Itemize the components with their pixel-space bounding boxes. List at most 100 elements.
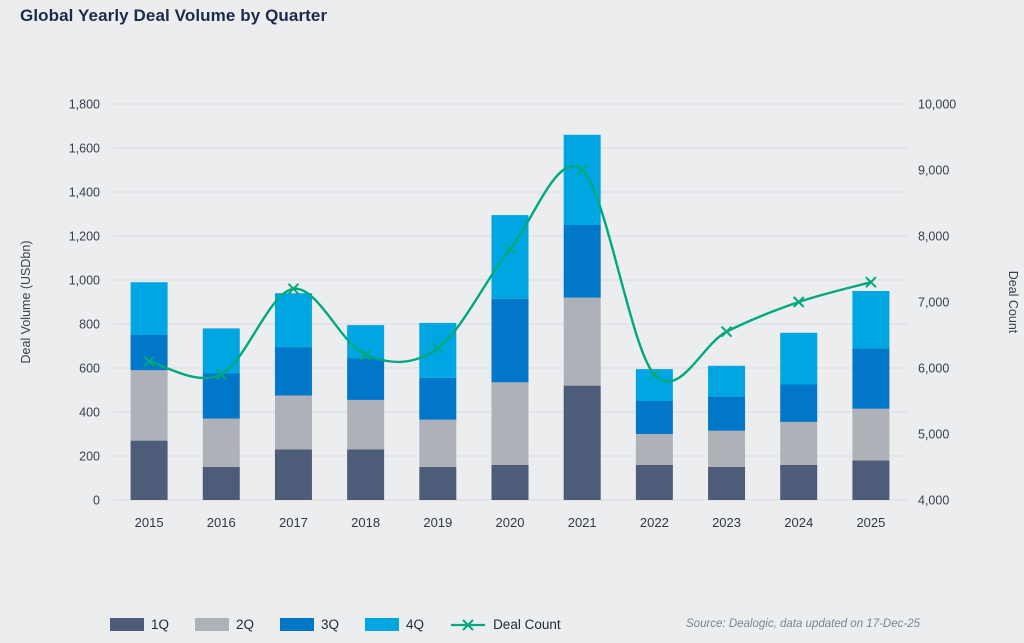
x-axis-year-label: 2021 bbox=[568, 515, 597, 530]
legend-label: 4Q bbox=[406, 617, 425, 632]
right-axis-title: Deal Count bbox=[1006, 271, 1020, 334]
bar-segment-2015-4q bbox=[130, 282, 168, 335]
right-axis-tick-label: 4,000 bbox=[918, 494, 949, 508]
left-axis-tick-label: 1,000 bbox=[69, 274, 100, 288]
bar-segment-2021-4q bbox=[563, 134, 601, 225]
bar-segment-2015-1q bbox=[130, 440, 168, 500]
left-axis-title: Deal Volume (USDbn) bbox=[19, 241, 33, 364]
x-axis-year-label: 2023 bbox=[712, 515, 741, 530]
bar-segment-2025-2q bbox=[852, 408, 890, 461]
bar-segment-2017-3q bbox=[274, 347, 312, 396]
left-axis-tick-label: 1,600 bbox=[69, 142, 100, 156]
bar-segment-2019-4q bbox=[419, 322, 457, 378]
x-axis-year-label: 2016 bbox=[207, 515, 236, 530]
bar-segment-2020-1q bbox=[491, 464, 529, 500]
legend-line-marker-icon bbox=[451, 618, 486, 631]
bar-segment-2024-1q bbox=[780, 464, 818, 500]
deal-count-marker-2024 bbox=[793, 296, 805, 308]
legend-swatch-3q bbox=[280, 618, 315, 631]
bar-segment-2015-2q bbox=[130, 370, 168, 441]
deal-count-marker-2020 bbox=[504, 243, 516, 255]
bar-segment-2017-4q bbox=[274, 293, 312, 348]
legend-label: Deal Count bbox=[493, 617, 561, 632]
legend-label: 3Q bbox=[321, 617, 340, 632]
right-axis-tick-label: 7,000 bbox=[918, 296, 949, 310]
legend-label: 2Q bbox=[236, 617, 255, 632]
deal-count-marker-2018 bbox=[359, 349, 372, 361]
x-axis-year-label: 2018 bbox=[351, 515, 380, 530]
deal-count-marker-2016 bbox=[215, 368, 227, 381]
legend-item-1q: 1Q bbox=[110, 617, 169, 632]
deal-count-marker-2017 bbox=[287, 283, 300, 295]
bar-segment-2018-1q bbox=[347, 449, 385, 500]
bar-segment-2021-2q bbox=[563, 297, 601, 386]
bar-segment-2016-2q bbox=[202, 418, 240, 467]
bar-segment-2025-3q bbox=[852, 348, 890, 409]
bar-segment-2015-3q bbox=[130, 335, 168, 371]
left-axis-tick-label: 400 bbox=[79, 406, 100, 420]
bar-segment-2019-3q bbox=[419, 377, 457, 420]
deal-count-marker-2025 bbox=[865, 276, 877, 288]
legend-item-2q: 2Q bbox=[195, 617, 254, 632]
x-axis-year-label: 2022 bbox=[640, 515, 669, 530]
bar-segment-2023-1q bbox=[708, 467, 746, 500]
left-axis-tick-label: 800 bbox=[79, 318, 100, 332]
bar-segment-2024-4q bbox=[780, 332, 818, 385]
bar-segment-2023-4q bbox=[708, 365, 746, 397]
legend-item-4q: 4Q bbox=[365, 617, 424, 632]
bar-segment-2024-2q bbox=[780, 421, 818, 465]
legend-label: 1Q bbox=[151, 617, 170, 632]
x-axis-year-label: 2019 bbox=[423, 515, 452, 530]
bar-segment-2025-4q bbox=[852, 291, 890, 349]
bar-segment-2018-2q bbox=[347, 399, 385, 450]
right-axis-tick-label: 5,000 bbox=[918, 428, 949, 442]
deal-count-marker-2021 bbox=[576, 164, 588, 176]
bar-segment-2020-2q bbox=[491, 382, 529, 465]
left-axis-tick-label: 1,200 bbox=[69, 230, 100, 244]
bar-segment-2023-2q bbox=[708, 430, 746, 467]
bar-segment-2016-1q bbox=[202, 467, 240, 500]
bar-segment-2017-2q bbox=[274, 395, 312, 450]
bar-segment-2018-3q bbox=[347, 358, 385, 400]
x-axis-year-label: 2025 bbox=[856, 515, 885, 530]
right-axis-tick-label: 6,000 bbox=[918, 362, 949, 376]
bar-segment-2019-1q bbox=[419, 467, 457, 500]
deal-volume-chart: 0 200 400 600 800 1,000 1,200 1,400 1,600 1,800 4,… bbox=[19, 98, 1020, 531]
bar-segment-2022-3q bbox=[635, 401, 673, 434]
deal-count-marker-2022 bbox=[648, 368, 661, 381]
deal-count-marker-2015 bbox=[143, 355, 155, 368]
bar-segment-2017-1q bbox=[274, 449, 312, 500]
x-axis-year-label: 2024 bbox=[784, 515, 813, 530]
left-axis-tick-label: 1,800 bbox=[69, 98, 100, 112]
legend-item-deal-count: Deal Count bbox=[450, 617, 561, 632]
bar-segment-2023-3q bbox=[708, 396, 746, 431]
bar-segment-2019-2q bbox=[419, 419, 457, 467]
bar-segment-2018-4q bbox=[347, 325, 385, 359]
source-note: Source: Dealogic, data updated on 17-Dec… bbox=[686, 618, 920, 630]
bar-segment-2022-2q bbox=[635, 434, 673, 465]
left-axis-tick-label: 200 bbox=[79, 450, 100, 464]
legend-swatch-1q bbox=[110, 618, 144, 631]
bar-segment-2021-1q bbox=[563, 385, 601, 500]
x-axis-year-label: 2015 bbox=[135, 515, 164, 530]
legend-item-3q: 3Q bbox=[280, 617, 339, 632]
chart-title: Global Yearly Deal Volume by Quarter bbox=[20, 6, 328, 25]
left-axis-tick-label: 1,400 bbox=[69, 186, 100, 200]
deal-count-marker-2023 bbox=[720, 325, 733, 338]
deal-count-marker-2019 bbox=[432, 342, 444, 354]
bar-segment-2020-3q bbox=[491, 298, 529, 383]
right-axis-tick-label: 8,000 bbox=[918, 230, 949, 244]
right-axis-tick-label: 10,000 bbox=[918, 98, 956, 112]
x-axis-year-label: 2017 bbox=[279, 515, 308, 530]
chart-legend: 1Q 2Q 3Q 4Q Deal Count bbox=[110, 617, 561, 632]
x-axis-year-label: 2020 bbox=[496, 515, 525, 530]
left-axis-tick-label: 600 bbox=[79, 362, 100, 376]
legend-swatch-4q bbox=[365, 618, 400, 631]
bar-segment-2022-1q bbox=[635, 464, 673, 500]
legend-swatch-2q bbox=[195, 618, 230, 631]
bar-segment-2021-3q bbox=[563, 225, 601, 298]
left-axis-tick-label: 0 bbox=[93, 494, 100, 508]
bar-segment-2025-1q bbox=[852, 460, 890, 500]
bar-segment-2016-4q bbox=[202, 328, 240, 374]
